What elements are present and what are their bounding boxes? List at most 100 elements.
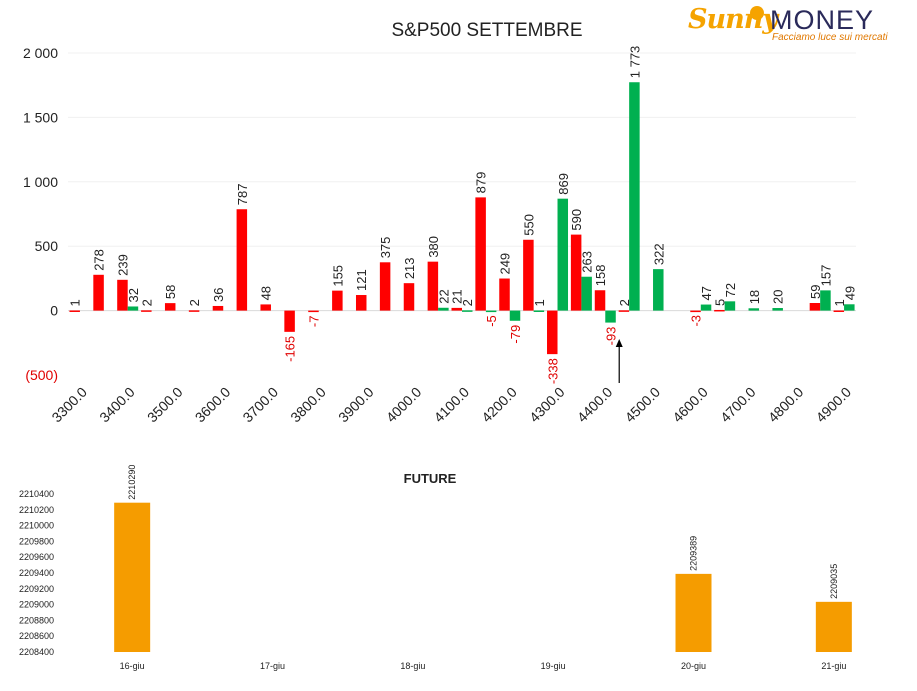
puts-bar <box>557 198 569 311</box>
future-data-label: 2209389 <box>689 536 699 571</box>
x-tick-label: 4400.0 <box>574 384 616 426</box>
data-label: 5 <box>712 299 727 306</box>
data-label: 590 <box>569 209 584 231</box>
data-label: 375 <box>378 237 393 259</box>
puts-bar <box>772 308 783 311</box>
data-label: 787 <box>235 184 250 206</box>
data-label: 158 <box>593 265 608 287</box>
calls-bar <box>69 310 80 312</box>
future-x-tick-label: 21-giu <box>821 661 846 671</box>
data-label: 879 <box>474 172 489 194</box>
options-chart: S&P500 SETTEMBRE (500) 0 500 1 000 1 500 2 000… <box>23 20 857 426</box>
data-label: 59 <box>808 285 823 299</box>
future-x-tick-label: 20-giu <box>681 661 706 671</box>
puts-bar <box>462 310 473 312</box>
calls-bar <box>594 290 606 311</box>
calls-bar <box>809 303 821 311</box>
calls-bar <box>570 234 582 311</box>
puts-bar <box>724 301 736 311</box>
data-label: 21 <box>450 289 465 303</box>
calls-bar <box>93 274 104 311</box>
calls-bar <box>403 283 415 311</box>
puts-bar <box>581 276 592 311</box>
data-label: 32 <box>126 288 141 302</box>
calls-bar <box>332 290 343 311</box>
data-label: 2 <box>617 299 632 306</box>
calls-bar <box>284 310 295 332</box>
future-y-tick-label: 2209000 <box>19 600 54 610</box>
data-label: -338 <box>545 358 560 384</box>
y-tick-label: 1 500 <box>23 109 58 125</box>
x-tick-label: 4600.0 <box>669 384 711 426</box>
calls-bar <box>212 305 224 311</box>
data-label: 1 <box>532 299 547 306</box>
data-label: -5 <box>484 315 499 327</box>
calls-bar <box>690 310 701 313</box>
calls-bar <box>260 304 271 311</box>
future-y-tick-label: 2210200 <box>19 505 54 515</box>
data-label: 322 <box>651 243 666 265</box>
future-data-label: 2210290 <box>127 465 137 500</box>
data-label: -3 <box>689 315 704 327</box>
y-tick-label: 500 <box>35 238 59 254</box>
future-y-tick-label: 2208400 <box>19 647 54 657</box>
calls-bar <box>379 262 391 311</box>
data-label: 72 <box>723 283 738 297</box>
sun-icon <box>750 6 764 20</box>
data-label: -7 <box>306 316 321 328</box>
x-tick-label: 3300.0 <box>48 384 90 426</box>
x-tick-label: 4700.0 <box>717 384 759 426</box>
calls-bar <box>618 310 630 312</box>
calls-bar <box>164 303 176 311</box>
data-label: 48 <box>259 286 274 300</box>
x-tick-label: 3500.0 <box>144 384 186 426</box>
y-tick-label: (500) <box>25 367 58 383</box>
data-label: 213 <box>402 257 417 279</box>
data-label: 1 <box>832 299 847 306</box>
calls-bar <box>236 209 248 311</box>
y-tick-label: 1 000 <box>23 174 58 190</box>
x-tick-label: 4900.0 <box>813 384 855 426</box>
x-tick-label: 3400.0 <box>96 384 138 426</box>
x-tick-label: 3900.0 <box>335 384 377 426</box>
data-label: 121 <box>354 269 369 291</box>
data-label: 263 <box>580 251 595 273</box>
puts-bar <box>509 310 521 321</box>
data-label: 1 <box>68 299 83 306</box>
puts-bar <box>820 290 831 311</box>
future-x-tick-label: 19-giu <box>541 661 566 671</box>
puts-bar <box>653 269 664 311</box>
data-label: 36 <box>211 287 226 301</box>
logo-sunny-text: Sunny <box>688 4 778 35</box>
data-label: 47 <box>699 286 714 300</box>
future-bar <box>675 573 712 652</box>
x-tick-label: 4300.0 <box>526 384 568 426</box>
x-tick-label: 4100.0 <box>431 384 473 426</box>
puts-bar <box>844 304 855 311</box>
calls-bar <box>451 307 462 311</box>
data-label: 58 <box>163 285 178 299</box>
future-y-tick-label: 2209600 <box>19 552 54 562</box>
x-tick-label: 4000.0 <box>383 384 425 426</box>
future-y-tick-label: 2209200 <box>19 584 54 594</box>
data-label: 22 <box>436 289 451 303</box>
data-label: 49 <box>842 286 857 300</box>
future-chart: FUTURE 2208400 2208600 2208800 2209000 220920… <box>19 465 852 671</box>
future-x-tick-label: 18-giu <box>400 661 425 671</box>
puts-bar <box>127 306 139 311</box>
data-label: 380 <box>426 236 441 258</box>
y-tick-label: 0 <box>50 303 58 319</box>
calls-bar <box>499 278 510 311</box>
future-y-tick-label: 2208600 <box>19 631 54 641</box>
calls-bar <box>714 309 725 312</box>
data-label: 1 773 <box>627 46 642 79</box>
x-tick-label: 3600.0 <box>192 384 234 426</box>
data-label: -165 <box>283 336 298 362</box>
future-title: FUTURE <box>404 471 457 486</box>
data-label: 2 <box>187 299 202 306</box>
calls-bar <box>308 310 319 313</box>
future-x-tick-label: 16-giu <box>120 661 145 671</box>
future-y-tick-label: 2210000 <box>19 521 54 531</box>
puts-bar <box>748 308 760 311</box>
